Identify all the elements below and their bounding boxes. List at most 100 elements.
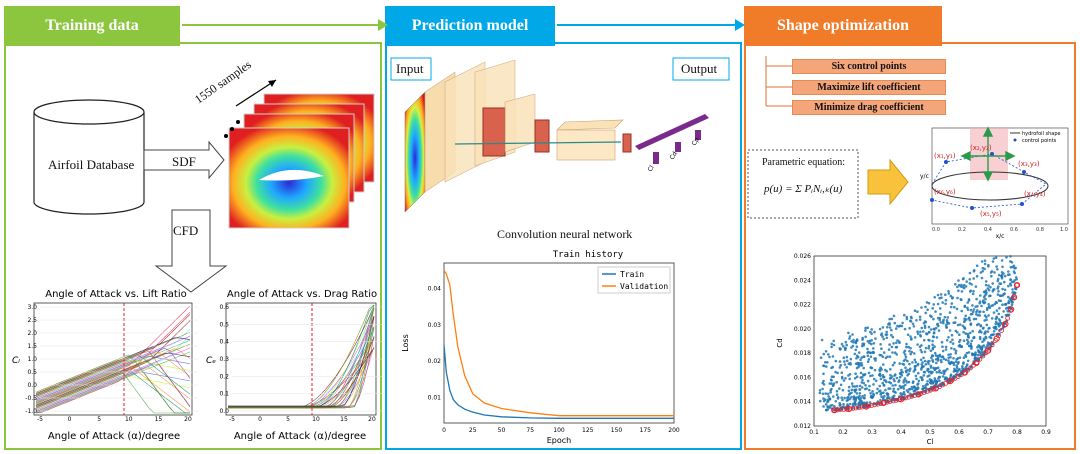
scatter-sample <box>873 368 877 372</box>
sdf-label: SDF <box>172 154 196 169</box>
drag-ylabel: Cₑ <box>206 356 216 366</box>
scatter-sample <box>827 405 830 409</box>
scatter-sample <box>1014 287 1018 291</box>
scatter-sample <box>884 333 888 336</box>
scatter-sample <box>907 372 911 375</box>
scatter-sample <box>984 280 988 283</box>
scatter-y-tick: 0.018 <box>794 350 811 357</box>
drag-chart-title: Angle of Attack vs. Drag Ratio <box>227 289 377 300</box>
scatter-sample <box>924 305 927 309</box>
train-y-tick: 0.03 <box>428 322 442 329</box>
scatter-sample <box>991 290 995 293</box>
scatter-sample <box>910 316 913 320</box>
point-label-4: (x₄,y₄) <box>1024 190 1046 198</box>
scatter-sample <box>854 372 857 375</box>
scatter-sample <box>971 353 974 357</box>
scatter-sample <box>940 296 943 299</box>
output-label-box <box>672 57 730 81</box>
scatter-sample <box>983 262 987 266</box>
scatter-sample <box>936 302 940 306</box>
scatter-sample <box>862 355 866 359</box>
scatter-sample <box>992 333 995 336</box>
scatter-sample <box>842 345 845 348</box>
pareto-point-dense <box>912 392 918 398</box>
scatter-sample <box>859 371 863 375</box>
x-tick-label: 15 <box>155 416 163 423</box>
scatter-sample <box>854 362 858 365</box>
pareto-point-dense <box>878 401 884 406</box>
scatter-sample <box>985 323 989 327</box>
sdf-image-stack <box>224 79 375 229</box>
scatter-sample <box>999 299 1003 303</box>
scatter-sample <box>915 319 918 322</box>
x-tick-label: 5 <box>286 416 290 423</box>
control-polygon <box>931 153 1047 209</box>
scatter-sample <box>962 277 965 280</box>
x-tick-label: 0 <box>68 416 72 423</box>
scatter-sample <box>848 335 852 338</box>
scatter-sample <box>964 285 968 288</box>
scatter-sample <box>997 325 1001 328</box>
scatter-sample <box>882 351 886 354</box>
pareto-point-dense <box>983 350 989 356</box>
scatter-sample <box>923 359 927 363</box>
scatter-sample <box>963 304 967 308</box>
goal-minimize-drag: Minimize drag coefficient <box>792 100 946 115</box>
scatter-sample <box>830 375 834 378</box>
scatter-sample <box>927 344 931 348</box>
scatter-sample <box>979 294 982 297</box>
scatter-sample <box>924 363 928 366</box>
pareto-point-dense <box>875 401 881 407</box>
scatter-sample <box>935 367 938 370</box>
scatter-y-tick: 0.020 <box>794 326 811 333</box>
scatter-sample <box>974 317 978 321</box>
lift-curve <box>35 370 190 414</box>
scatter-sample <box>859 364 862 367</box>
scatter-sample <box>839 363 842 367</box>
scatter-sample <box>856 362 860 366</box>
pareto-point-dense <box>918 391 924 396</box>
scatter-sample <box>936 293 940 297</box>
scatter-sample <box>947 353 950 357</box>
scatter-sample <box>917 379 921 383</box>
scatter-sample <box>839 403 842 407</box>
scatter-sample <box>909 335 912 338</box>
scatter-sample <box>824 361 827 364</box>
pareto-point-dense <box>927 387 933 393</box>
scatter-sample <box>940 340 944 344</box>
scatter-sample <box>984 330 987 333</box>
scatter-sample <box>1009 255 1012 258</box>
scatter-sample <box>836 371 839 375</box>
pareto-point-dense <box>909 393 915 399</box>
pareto-point-dense <box>1014 282 1020 288</box>
scatter-sample <box>830 403 834 407</box>
scatter-sample <box>857 351 861 354</box>
scatter-sample <box>835 380 838 384</box>
scatter-sample <box>935 336 939 339</box>
scatter-sample <box>989 286 992 289</box>
scatter-sample <box>969 323 973 326</box>
scatter-sample <box>912 352 916 355</box>
cd-cl-scatter-chart: 0.1 0.2 0.3 0.4 0.5 0.6 0.7 0.8 0.9 0.012 0.014 0.0… <box>776 253 1051 446</box>
scatter-sample <box>967 351 971 354</box>
scatter-sample <box>1006 313 1009 317</box>
legend-train: Train <box>620 270 644 279</box>
arrow-head-1 <box>378 19 388 31</box>
scatter-sample <box>943 315 947 319</box>
scatter-x-tick: 0.5 <box>925 429 935 436</box>
scatter-sample <box>948 329 952 332</box>
y-tick-label: 0.1 <box>219 391 229 398</box>
scatter-sample <box>822 405 825 408</box>
scatter-sample <box>933 351 937 355</box>
scatter-sample <box>946 316 950 319</box>
scatter-sample <box>882 375 886 379</box>
scatter-sample <box>950 333 954 337</box>
legend-hydrofoil: hydrofoil shape <box>1022 131 1061 137</box>
lift-curve <box>35 363 191 412</box>
database-icon <box>33 99 145 215</box>
scatter-sample <box>920 344 923 347</box>
control-points <box>930 152 1026 210</box>
scatter-sample <box>825 365 828 368</box>
scatter-sample <box>913 358 917 362</box>
scatter-y-tick: 0.026 <box>794 253 811 260</box>
